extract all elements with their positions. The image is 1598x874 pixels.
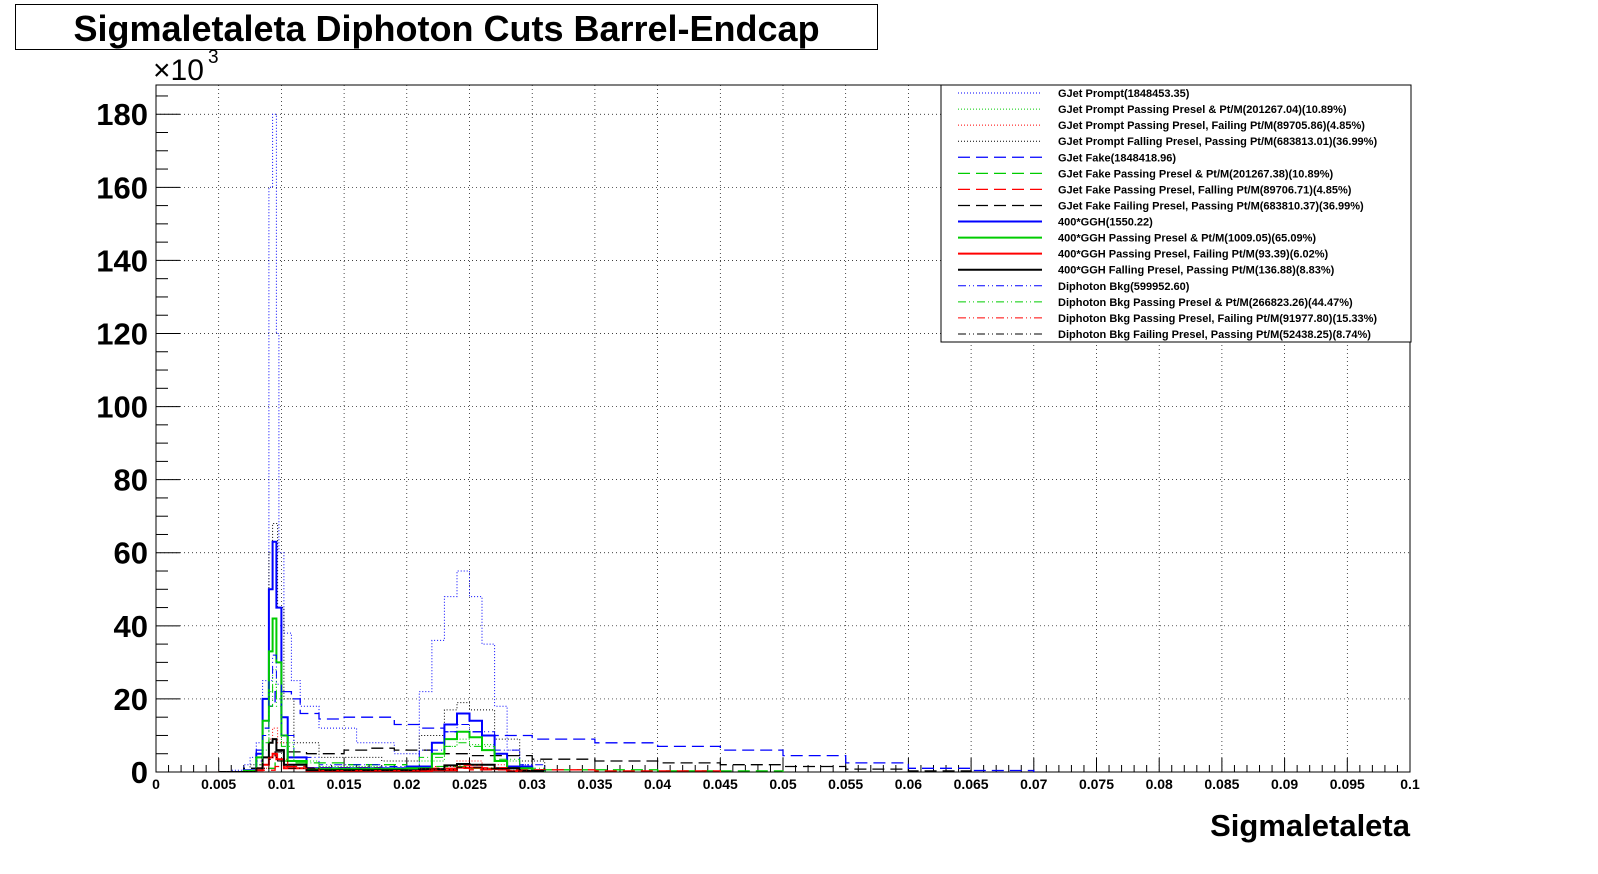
legend-entry-label: 400*GGH Passing Presel, Failing Pt/M(93.… — [1058, 249, 1329, 261]
x-tick-label: 0.1 — [1400, 776, 1420, 792]
series-line-4 — [218, 690, 1035, 772]
x-tick-label: 0.05 — [769, 776, 796, 792]
legend-entry-label: Diphoton Bkg Passing Presel & Pt/M(26682… — [1058, 297, 1353, 309]
x-tick-label: 0.08 — [1146, 776, 1173, 792]
legend-entry-label: GJet Prompt(1848453.35) — [1058, 88, 1190, 100]
x-tick-label: 0.085 — [1204, 776, 1239, 792]
y-tick-label: 180 — [96, 97, 148, 132]
x-tick-label: 0.03 — [519, 776, 546, 792]
legend-entry-label: Diphoton Bkg Failing Presel, Passing Pt/… — [1058, 329, 1371, 341]
x-tick-label: 0 — [152, 776, 160, 792]
y-tick-label: 40 — [114, 609, 148, 644]
legend-entry-label: Diphoton Bkg(599952.60) — [1058, 281, 1190, 293]
x-tick-label: 0.045 — [703, 776, 738, 792]
series-line-3 — [218, 523, 546, 772]
legend-entry-label: GJet Prompt Passing Presel & Pt/M(201267… — [1058, 104, 1347, 116]
y-tick-label: 120 — [96, 316, 148, 351]
x-tick-label: 0.095 — [1330, 776, 1365, 792]
x-tick-label: 0.04 — [644, 776, 671, 792]
chart-title: Sigmaletaleta Diphoton Cuts Barrel-Endca… — [73, 8, 820, 49]
series-line-13 — [218, 683, 546, 772]
series-line-9 — [218, 617, 534, 772]
x-tick-label: 0.025 — [452, 776, 487, 792]
series-line-0 — [218, 113, 546, 772]
x-tick-label: 0.005 — [201, 776, 236, 792]
legend-entry-label: GJet Prompt Passing Presel, Failing Pt/M… — [1058, 120, 1365, 132]
y-tick-label: 100 — [96, 390, 148, 425]
legend-entry-label: GJet Fake Failing Presel, Passing Pt/M(6… — [1058, 200, 1364, 212]
chart-title-box: Sigmaletaleta Diphoton Cuts Barrel-Endca… — [15, 4, 878, 50]
legend-entry-label: GJet Fake Passing Presel, Falling Pt/M(8… — [1058, 184, 1352, 196]
x-tick-label: 0.035 — [577, 776, 612, 792]
legend-entry-label: 400*GGH Falling Presel, Passing Pt/M(136… — [1058, 265, 1335, 277]
x-tick-label: 0.055 — [828, 776, 863, 792]
legend-entry-label: 400*GGH(1550.22) — [1058, 217, 1153, 229]
x-tick-label: 0.015 — [327, 776, 362, 792]
series-line-15 — [218, 756, 533, 772]
x-tick-label: 0.01 — [268, 776, 295, 792]
legend-box — [940, 84, 1412, 343]
y-tick-label: 140 — [96, 243, 148, 278]
x-tick-label: 0.02 — [393, 776, 420, 792]
x-tick-label: 0.075 — [1079, 776, 1114, 792]
y-tick-label: 160 — [96, 170, 148, 205]
legend-entry-label: GJet Fake Passing Presel & Pt/M(201267.3… — [1058, 168, 1333, 180]
legend-entry-label: GJet Fake(1848418.96) — [1058, 152, 1176, 164]
series-line-11 — [218, 738, 546, 772]
y-tick-label: 20 — [114, 682, 148, 717]
y-multiplier-label: ×10 — [153, 54, 204, 87]
x-tick-label: 0.065 — [954, 776, 989, 792]
series-line-8 — [218, 540, 534, 772]
x-axis-label: Sigmaletaleta — [1210, 808, 1411, 843]
legend-entry-label: 400*GGH Passing Presel & Pt/M(1009.05)(6… — [1058, 233, 1316, 245]
y-tick-label: 0 — [131, 755, 148, 790]
y-tick-label: 80 — [114, 463, 148, 498]
x-tick-label: 0.09 — [1271, 776, 1298, 792]
y-tick-label: 60 — [114, 536, 148, 571]
x-tick-label: 0.06 — [895, 776, 922, 792]
y-multiplier-exponent: 3 — [208, 47, 219, 68]
legend-entry-label: Diphoton Bkg Passing Presel, Failing Pt/… — [1058, 313, 1377, 325]
x-tick-label: 0.07 — [1020, 776, 1047, 792]
legend-entry-label: GJet Prompt Falling Presel, Passing Pt/M… — [1058, 136, 1377, 148]
